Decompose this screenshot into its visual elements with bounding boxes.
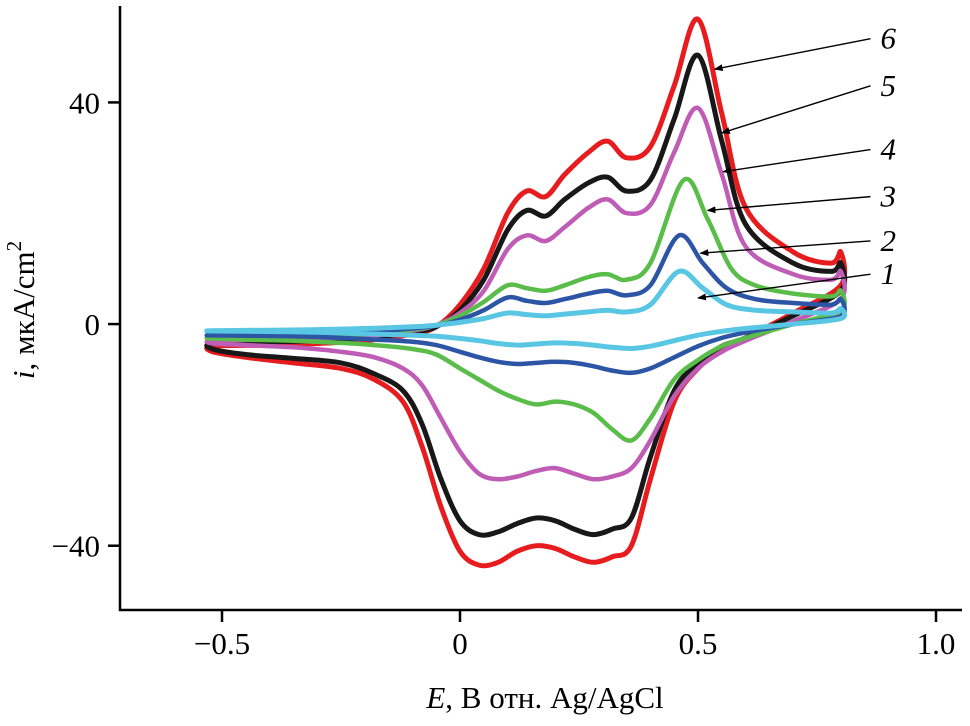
x-tick-label: −0.5	[194, 626, 250, 661]
curve-3	[204, 176, 847, 443]
curve-5	[204, 52, 848, 538]
arrow-to-curve-1	[697, 273, 871, 301]
y-axis-title: i, мкА/cm2	[2, 241, 41, 379]
y-tick-label: −40	[52, 529, 100, 564]
curve-2	[204, 232, 847, 376]
y-tick-label: 0	[85, 307, 101, 342]
arrow-to-curve-5	[720, 85, 871, 134]
x-tick-label: 0.5	[679, 626, 718, 661]
arrow-to-curve-3	[706, 195, 871, 214]
curve-label-5: 5	[881, 68, 897, 103]
curves	[204, 16, 848, 569]
curve-label-6: 6	[881, 21, 897, 56]
x-axis-title: E, В отн. Ag/AgCl	[425, 680, 663, 715]
curve-6	[204, 16, 848, 569]
curve-4	[204, 105, 847, 482]
arrow-to-curve-4	[722, 148, 871, 174]
arrow-to-curve-2	[699, 240, 871, 257]
curve-1	[204, 268, 848, 352]
curve-annotations: 6 5 4 3 21	[697, 21, 897, 301]
curve-label-1: 1	[881, 256, 897, 291]
curve-label-4: 4	[881, 132, 897, 167]
axes: −0.5 0 0.5 1.0 40 0 −40	[52, 6, 962, 661]
y-tick-label: 40	[69, 85, 100, 120]
curve-label-2: 2	[881, 223, 897, 258]
x-tick-label: 1.0	[917, 626, 956, 661]
curve-label-3: 3	[880, 179, 897, 214]
x-tick-label: 0	[452, 626, 468, 661]
arrow-to-curve-6	[713, 38, 871, 72]
